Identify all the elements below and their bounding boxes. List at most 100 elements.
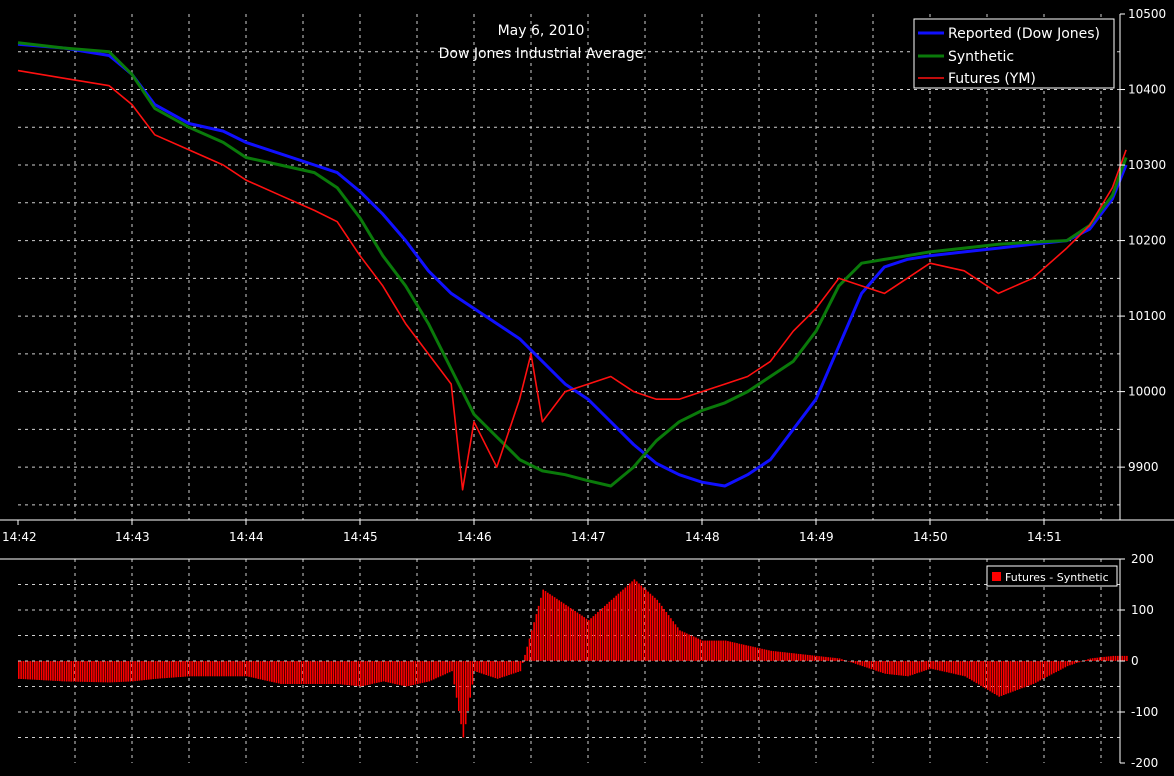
diff-bar [562, 603, 565, 661]
diff-bar [366, 661, 369, 685]
diff-bar [257, 661, 259, 679]
diff-bar [661, 605, 663, 661]
diff-bar [752, 646, 754, 661]
diff-bar [18, 661, 20, 679]
diff-bar [690, 635, 693, 661]
diff-bar [745, 645, 747, 661]
diff-bar [966, 661, 969, 678]
diff-bar [841, 659, 843, 661]
diff-bar [38, 661, 41, 680]
diff-bar [396, 661, 399, 685]
diff-bar [984, 661, 987, 689]
diff-bar [1073, 661, 1076, 664]
diff-bar [1107, 656, 1110, 661]
diff-bar [642, 587, 645, 661]
diff-bar [136, 661, 139, 681]
diff-bar [100, 661, 102, 683]
bottom-plot-grid [18, 559, 1120, 763]
diff-bar [337, 661, 339, 684]
diff-bar [802, 654, 804, 661]
diff-bar [255, 661, 257, 679]
diff-bar [916, 661, 918, 674]
diff-bar [1066, 661, 1069, 667]
diff-bar [1055, 661, 1057, 673]
chart-title: May 6, 2010 [498, 23, 585, 39]
diff-bar [779, 651, 782, 661]
diff-bar [227, 661, 230, 677]
diff-bar [316, 661, 319, 684]
diff-bar [759, 648, 761, 661]
diff-bar [266, 661, 269, 681]
diff-bar [576, 612, 579, 661]
diff-bar [838, 658, 841, 661]
diff-bar [419, 661, 421, 684]
diff-bar [163, 661, 166, 679]
diff-bar [435, 661, 437, 679]
diff-bar [95, 661, 98, 683]
diff-bar [170, 661, 173, 678]
diff-bar [27, 661, 29, 680]
diff-bar [460, 661, 462, 725]
diff-bar [75, 661, 77, 682]
diff-bar [134, 661, 136, 682]
diff-bar [1114, 655, 1117, 661]
diff-bar [1018, 661, 1021, 690]
diff-bar [697, 638, 699, 661]
diff-bar [711, 640, 713, 661]
diff-bar [936, 661, 939, 671]
diff-bar [346, 661, 348, 685]
diff-bar [373, 661, 376, 684]
diff-bar [469, 661, 471, 698]
diff-bar [282, 661, 285, 684]
diff-bar [549, 594, 551, 661]
diff-bar [138, 661, 141, 681]
diff-bar [412, 661, 414, 685]
diff-bar [471, 661, 474, 685]
diff-bar [733, 642, 736, 661]
diff-bar [296, 661, 298, 684]
diff-bar [118, 661, 120, 682]
diff-bar [300, 661, 303, 684]
diff-bar [829, 657, 832, 661]
diff-bar [635, 581, 638, 661]
diff-bar [1025, 661, 1028, 687]
diff-bar [141, 661, 143, 681]
x-tick-label: 14:44 [229, 530, 264, 544]
diff-bar [613, 597, 615, 661]
x-tick-label: 14:50 [913, 530, 948, 544]
diff-bar [727, 641, 729, 661]
diff-bar [987, 661, 989, 690]
diff-bar [1089, 658, 1092, 661]
legend-label-reported: Reported (Dow Jones) [948, 26, 1100, 42]
diff-bar [904, 661, 907, 676]
diff-bar [496, 661, 499, 679]
diff-bar [761, 648, 763, 661]
diff-bar [900, 661, 902, 676]
diff-bar [775, 651, 777, 661]
diff-bar [535, 614, 538, 661]
diff-bar [955, 661, 957, 675]
diff-bar [533, 622, 535, 661]
diff-bar [205, 661, 207, 677]
diff-bar [268, 661, 271, 682]
diff-bar [1062, 661, 1064, 669]
diff-bar [718, 640, 720, 661]
diff-bar [1046, 661, 1048, 677]
diff-bar [820, 656, 823, 661]
diff-bar [925, 661, 927, 671]
diff-bar [517, 661, 519, 672]
diff-bar [510, 661, 513, 675]
bottom-legend-box [986, 565, 1118, 587]
diff-bar [277, 661, 280, 684]
diff-bar [1057, 661, 1060, 671]
diff-bar [670, 618, 672, 661]
diff-bar [426, 661, 428, 682]
diff-bar [1005, 661, 1007, 695]
diff-bar [216, 661, 218, 677]
diff-bar [487, 661, 490, 676]
diff-bar [70, 661, 72, 682]
diff-bar [832, 657, 834, 661]
diff-bar [918, 661, 921, 673]
diff-bar [40, 661, 43, 681]
